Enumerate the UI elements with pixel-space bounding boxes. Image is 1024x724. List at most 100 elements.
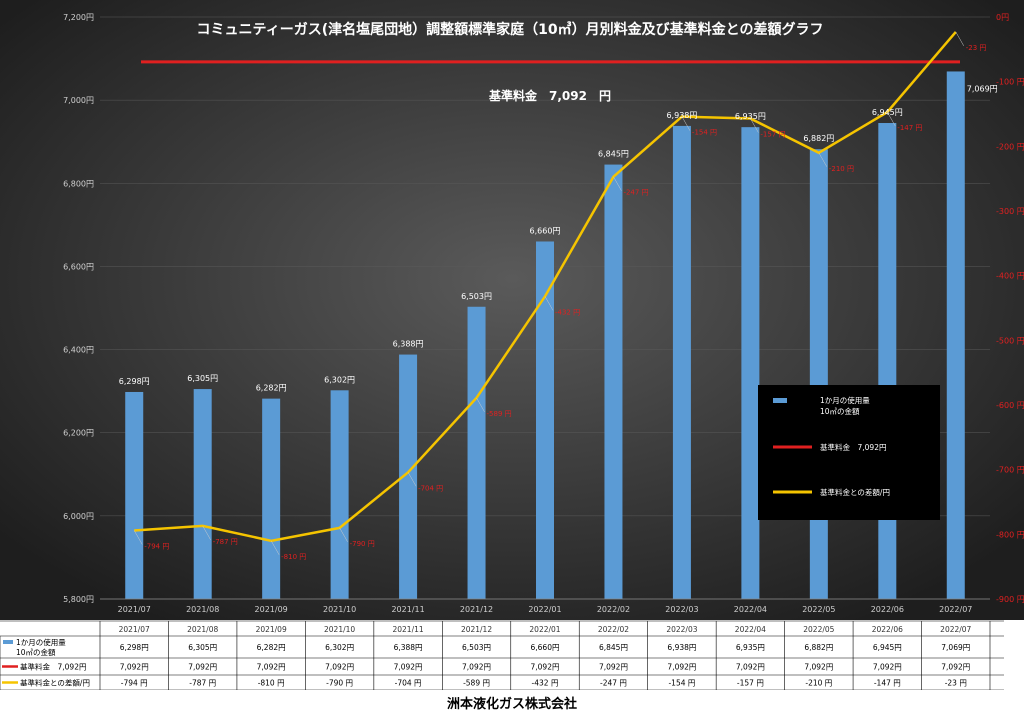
table-cell: 6,282円 bbox=[257, 643, 286, 652]
legend-box bbox=[758, 385, 940, 520]
company-name: 洲本液化ガス株式会社 bbox=[0, 690, 1024, 724]
difference-value-label: -157 円 bbox=[760, 131, 785, 139]
bar bbox=[672, 125, 691, 599]
y-right-tick-label: -700 円 bbox=[996, 466, 1024, 475]
table-header-cell: 2022/07 bbox=[940, 625, 971, 634]
table-cell: -154 円 bbox=[668, 679, 695, 688]
table-cell: 6,945円 bbox=[873, 643, 902, 652]
table-cell: 6,298円 bbox=[120, 643, 149, 652]
table-row-label: 10㎥の金額 bbox=[16, 647, 56, 657]
table-cell: -704 円 bbox=[395, 679, 422, 688]
x-tick-label: 2022/01 bbox=[528, 605, 561, 614]
x-tick-label: 2021/09 bbox=[255, 605, 288, 614]
label-leader bbox=[818, 152, 828, 167]
bar bbox=[262, 398, 281, 599]
table-cell: 7,092円 bbox=[599, 663, 628, 672]
y-left-tick-label: 5,800円 bbox=[63, 595, 94, 604]
x-tick-label: 2022/04 bbox=[734, 605, 767, 614]
table-cell: 6,388円 bbox=[394, 643, 423, 652]
chart-title: コミュニティーガス(津名塩尾団地）調整額標準家庭（10㎥）月別料金及び基準料金と… bbox=[197, 21, 824, 38]
x-tick-label: 2022/03 bbox=[665, 605, 698, 614]
x-tick-label: 2021/10 bbox=[323, 605, 356, 614]
legend-label: 基準料金との差額/円 bbox=[820, 487, 890, 497]
table-cell: 7,092円 bbox=[462, 663, 491, 672]
x-tick-label: 2021/12 bbox=[460, 605, 493, 614]
bar-value-label: 6,305円 bbox=[187, 374, 218, 383]
y-left-tick-label: 6,800円 bbox=[63, 179, 94, 188]
bar-value-label: 6,302円 bbox=[324, 375, 355, 384]
table-cell: 7,069円 bbox=[941, 643, 970, 652]
bar bbox=[741, 127, 760, 600]
bar bbox=[604, 164, 623, 600]
label-leader bbox=[613, 176, 622, 191]
bar bbox=[193, 389, 212, 599]
table-cell: 6,882円 bbox=[804, 643, 833, 652]
table-cell: -157 円 bbox=[737, 679, 764, 688]
label-leader bbox=[544, 296, 554, 311]
table-cell: -790 円 bbox=[326, 679, 353, 688]
table-cell: 7,092円 bbox=[736, 663, 765, 672]
difference-value-label: -589 円 bbox=[487, 410, 512, 418]
table-cell: -794 円 bbox=[121, 679, 148, 688]
table-cell: 7,092円 bbox=[257, 663, 286, 672]
x-tick-label: 2022/07 bbox=[939, 605, 972, 614]
label-leader bbox=[202, 525, 211, 541]
table-header-cell: 2021/12 bbox=[461, 625, 492, 634]
label-leader bbox=[887, 111, 896, 127]
bar-value-label: 6,935円 bbox=[735, 112, 766, 121]
difference-value-label: -432 円 bbox=[555, 308, 580, 316]
bar bbox=[878, 123, 897, 599]
label-leader bbox=[134, 530, 143, 545]
table-cell: 7,092円 bbox=[941, 663, 970, 672]
difference-value-label: -790 円 bbox=[350, 540, 375, 548]
x-tick-label: 2022/02 bbox=[597, 605, 630, 614]
table-cell: -432 円 bbox=[532, 679, 559, 688]
bar-value-label: 6,938円 bbox=[666, 111, 697, 120]
table-cell: 6,660円 bbox=[531, 643, 560, 652]
y-right-tick-label: -300 円 bbox=[996, 207, 1024, 216]
bar-value-label: 6,882円 bbox=[803, 134, 834, 143]
table-header-cell: 2022/06 bbox=[872, 625, 903, 634]
table-cell: 6,305円 bbox=[188, 643, 217, 652]
difference-value-labels: -794 円 -787 円 -810 円 -790 円 -704 円 -589 円 -432… bbox=[134, 31, 986, 561]
table-row-label: 基準料金 7,092円 bbox=[20, 662, 86, 672]
y-right-tick-label: -200 円 bbox=[996, 142, 1024, 151]
table-cell: 7,092円 bbox=[325, 663, 354, 672]
bar-value-label: 6,298円 bbox=[119, 377, 150, 386]
label-leader bbox=[955, 31, 964, 46]
label-leader bbox=[750, 118, 759, 133]
legend-label: 基準料金 7,092円 bbox=[820, 442, 886, 452]
table-header-cell: 2021/07 bbox=[119, 625, 150, 634]
difference-value-label: -210 円 bbox=[829, 165, 854, 173]
table-header-cell: 2021/08 bbox=[187, 625, 218, 634]
table-cell: 7,092円 bbox=[394, 663, 423, 672]
table-header-cell: 2022/04 bbox=[735, 625, 766, 634]
table-cell: 6,938円 bbox=[667, 643, 696, 652]
table-cell: 7,092円 bbox=[873, 663, 902, 672]
bar bbox=[536, 241, 554, 599]
table-cell: -589 円 bbox=[463, 679, 490, 688]
table-cell: -147 円 bbox=[874, 679, 901, 688]
difference-value-label: -154 円 bbox=[692, 129, 717, 137]
table-cell: 7,092円 bbox=[667, 663, 696, 672]
table-cell: 6,302円 bbox=[325, 643, 354, 652]
y-right-tick-label: 0円 bbox=[996, 13, 1009, 22]
bar bbox=[330, 390, 349, 599]
label-leader bbox=[681, 116, 691, 131]
table-header-cell: 2022/01 bbox=[529, 625, 560, 634]
x-tick-label: 2021/07 bbox=[118, 605, 151, 614]
difference-value-label: -787 円 bbox=[213, 538, 238, 546]
table-header-cell: 2021/11 bbox=[392, 625, 423, 634]
bar bbox=[946, 71, 965, 600]
right-y-axis: -900 円 -800 円 -700 円 -600 円 -500 円 -400 円 -300… bbox=[996, 13, 1024, 604]
table-header-cell: 2022/03 bbox=[666, 625, 697, 634]
bar bbox=[809, 149, 828, 599]
table-cell: 6,503円 bbox=[462, 643, 491, 652]
table-cell: 7,092円 bbox=[531, 663, 560, 672]
table-cell: -787 円 bbox=[189, 679, 216, 688]
bar bbox=[125, 391, 144, 599]
difference-value-label: -794 円 bbox=[144, 542, 169, 550]
label-leader bbox=[270, 540, 280, 555]
y-left-tick-label: 6,000円 bbox=[63, 512, 94, 521]
